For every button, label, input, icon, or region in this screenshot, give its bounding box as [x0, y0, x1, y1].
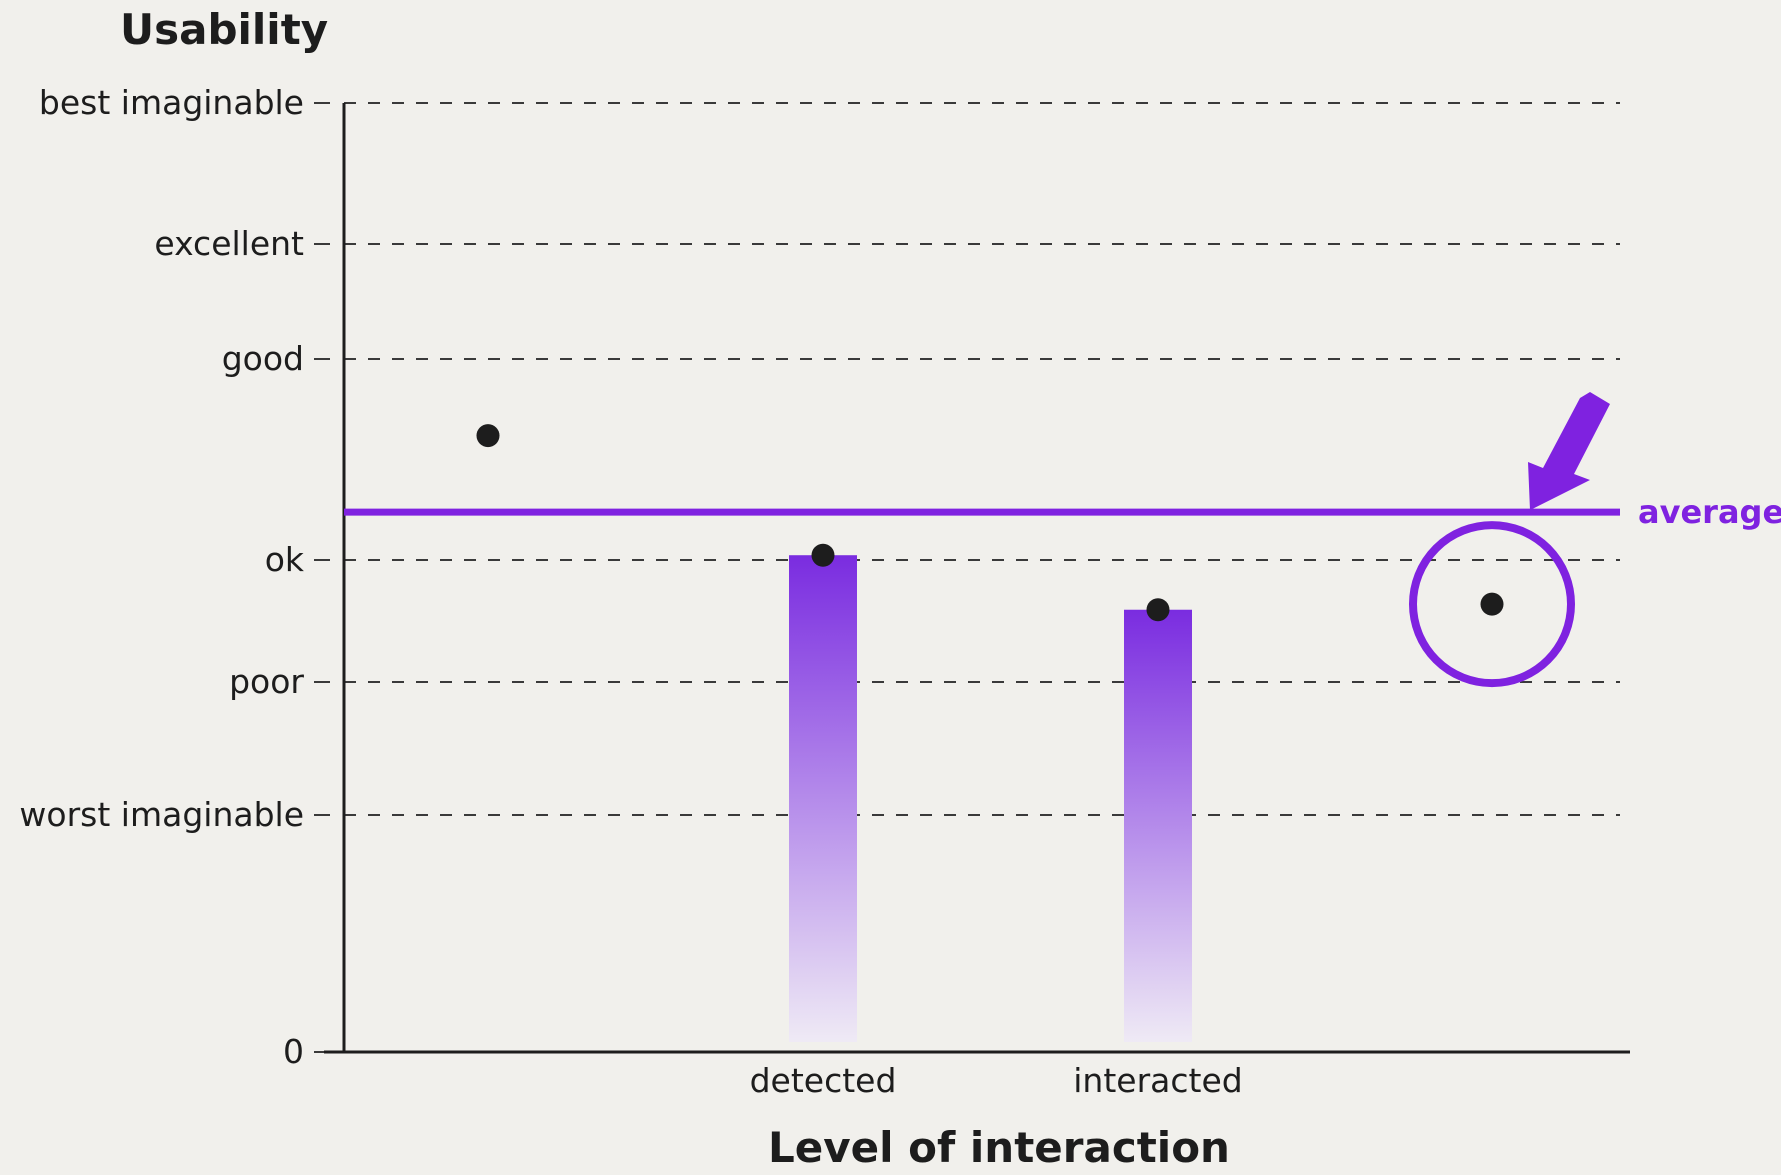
- x-tick-label: interacted: [1073, 1061, 1242, 1100]
- y-tick-label: best imaginable: [39, 83, 304, 122]
- bar-interacted: [1124, 609, 1192, 1042]
- data-point: [476, 424, 500, 448]
- x-axis-title: Level of interaction: [768, 1123, 1230, 1172]
- y-axis-title: Usability: [120, 5, 328, 54]
- bar-detected: [789, 555, 857, 1042]
- y-tick-label: worst imaginable: [19, 795, 304, 834]
- y-tick-label: good: [222, 339, 304, 378]
- y-tick-label: excellent: [154, 224, 304, 263]
- gridlines: [344, 102, 1620, 816]
- bars: [789, 555, 1192, 1042]
- data-point: [1480, 592, 1504, 616]
- x-ticks: detected interacted: [750, 1061, 1243, 1100]
- x-tick-label: detected: [750, 1061, 897, 1100]
- arrow-pointer-icon: [1528, 392, 1610, 511]
- y-ticks: 0 worst imaginable poor ok good excellent best…: [19, 83, 330, 1071]
- data-point: [811, 543, 835, 567]
- y-tick-label: ok: [265, 540, 305, 579]
- average-label: average: [1638, 493, 1781, 531]
- highlight-circle: [1409, 521, 1575, 688]
- average-group: average: [344, 392, 1781, 531]
- data-point: [1146, 598, 1170, 622]
- points: [476, 424, 1504, 622]
- y-tick-label: 0: [283, 1032, 304, 1071]
- y-tick-label: poor: [229, 662, 304, 701]
